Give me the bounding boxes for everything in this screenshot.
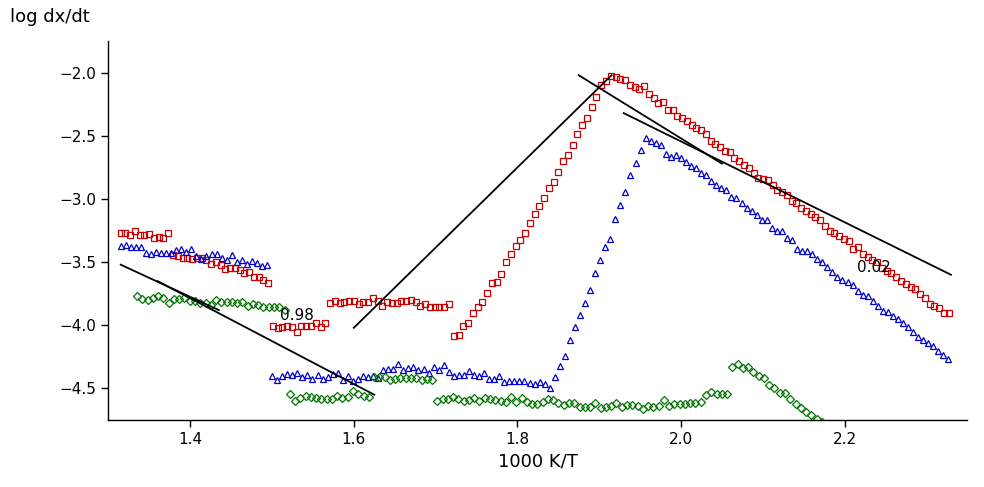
Text: 0.02: 0.02 xyxy=(857,260,891,275)
Text: 0.98: 0.98 xyxy=(280,308,314,323)
X-axis label: 1000 K/T: 1000 K/T xyxy=(498,452,578,470)
Y-axis label: log dx/dt: log dx/dt xyxy=(10,8,90,26)
